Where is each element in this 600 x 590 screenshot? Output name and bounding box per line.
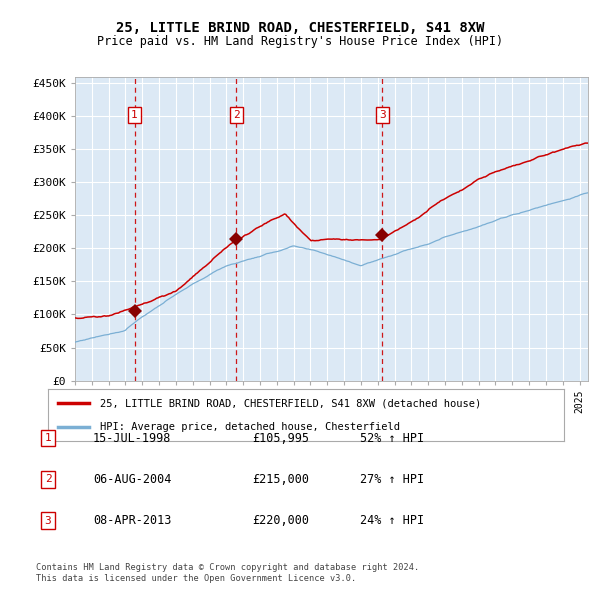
Text: 52% ↑ HPI: 52% ↑ HPI xyxy=(360,431,424,445)
Text: 3: 3 xyxy=(44,516,52,526)
Text: £220,000: £220,000 xyxy=(252,514,309,527)
Text: £105,995: £105,995 xyxy=(252,431,309,445)
Text: Contains HM Land Registry data © Crown copyright and database right 2024.: Contains HM Land Registry data © Crown c… xyxy=(36,563,419,572)
Text: 1: 1 xyxy=(44,433,52,443)
Text: 3: 3 xyxy=(379,110,386,120)
Text: 1: 1 xyxy=(131,110,138,120)
Text: 2: 2 xyxy=(44,474,52,484)
Text: 08-APR-2013: 08-APR-2013 xyxy=(93,514,172,527)
Text: This data is licensed under the Open Government Licence v3.0.: This data is licensed under the Open Gov… xyxy=(36,573,356,583)
Text: 27% ↑ HPI: 27% ↑ HPI xyxy=(360,473,424,486)
Text: 2: 2 xyxy=(233,110,240,120)
Text: 25, LITTLE BRIND ROAD, CHESTERFIELD, S41 8XW (detached house): 25, LITTLE BRIND ROAD, CHESTERFIELD, S41… xyxy=(100,398,481,408)
Text: 24% ↑ HPI: 24% ↑ HPI xyxy=(360,514,424,527)
Text: HPI: Average price, detached house, Chesterfield: HPI: Average price, detached house, Ches… xyxy=(100,422,400,432)
Text: 25, LITTLE BRIND ROAD, CHESTERFIELD, S41 8XW: 25, LITTLE BRIND ROAD, CHESTERFIELD, S41… xyxy=(116,21,484,35)
Text: 15-JUL-1998: 15-JUL-1998 xyxy=(93,431,172,445)
Text: £215,000: £215,000 xyxy=(252,473,309,486)
Text: Price paid vs. HM Land Registry's House Price Index (HPI): Price paid vs. HM Land Registry's House … xyxy=(97,35,503,48)
Text: 06-AUG-2004: 06-AUG-2004 xyxy=(93,473,172,486)
